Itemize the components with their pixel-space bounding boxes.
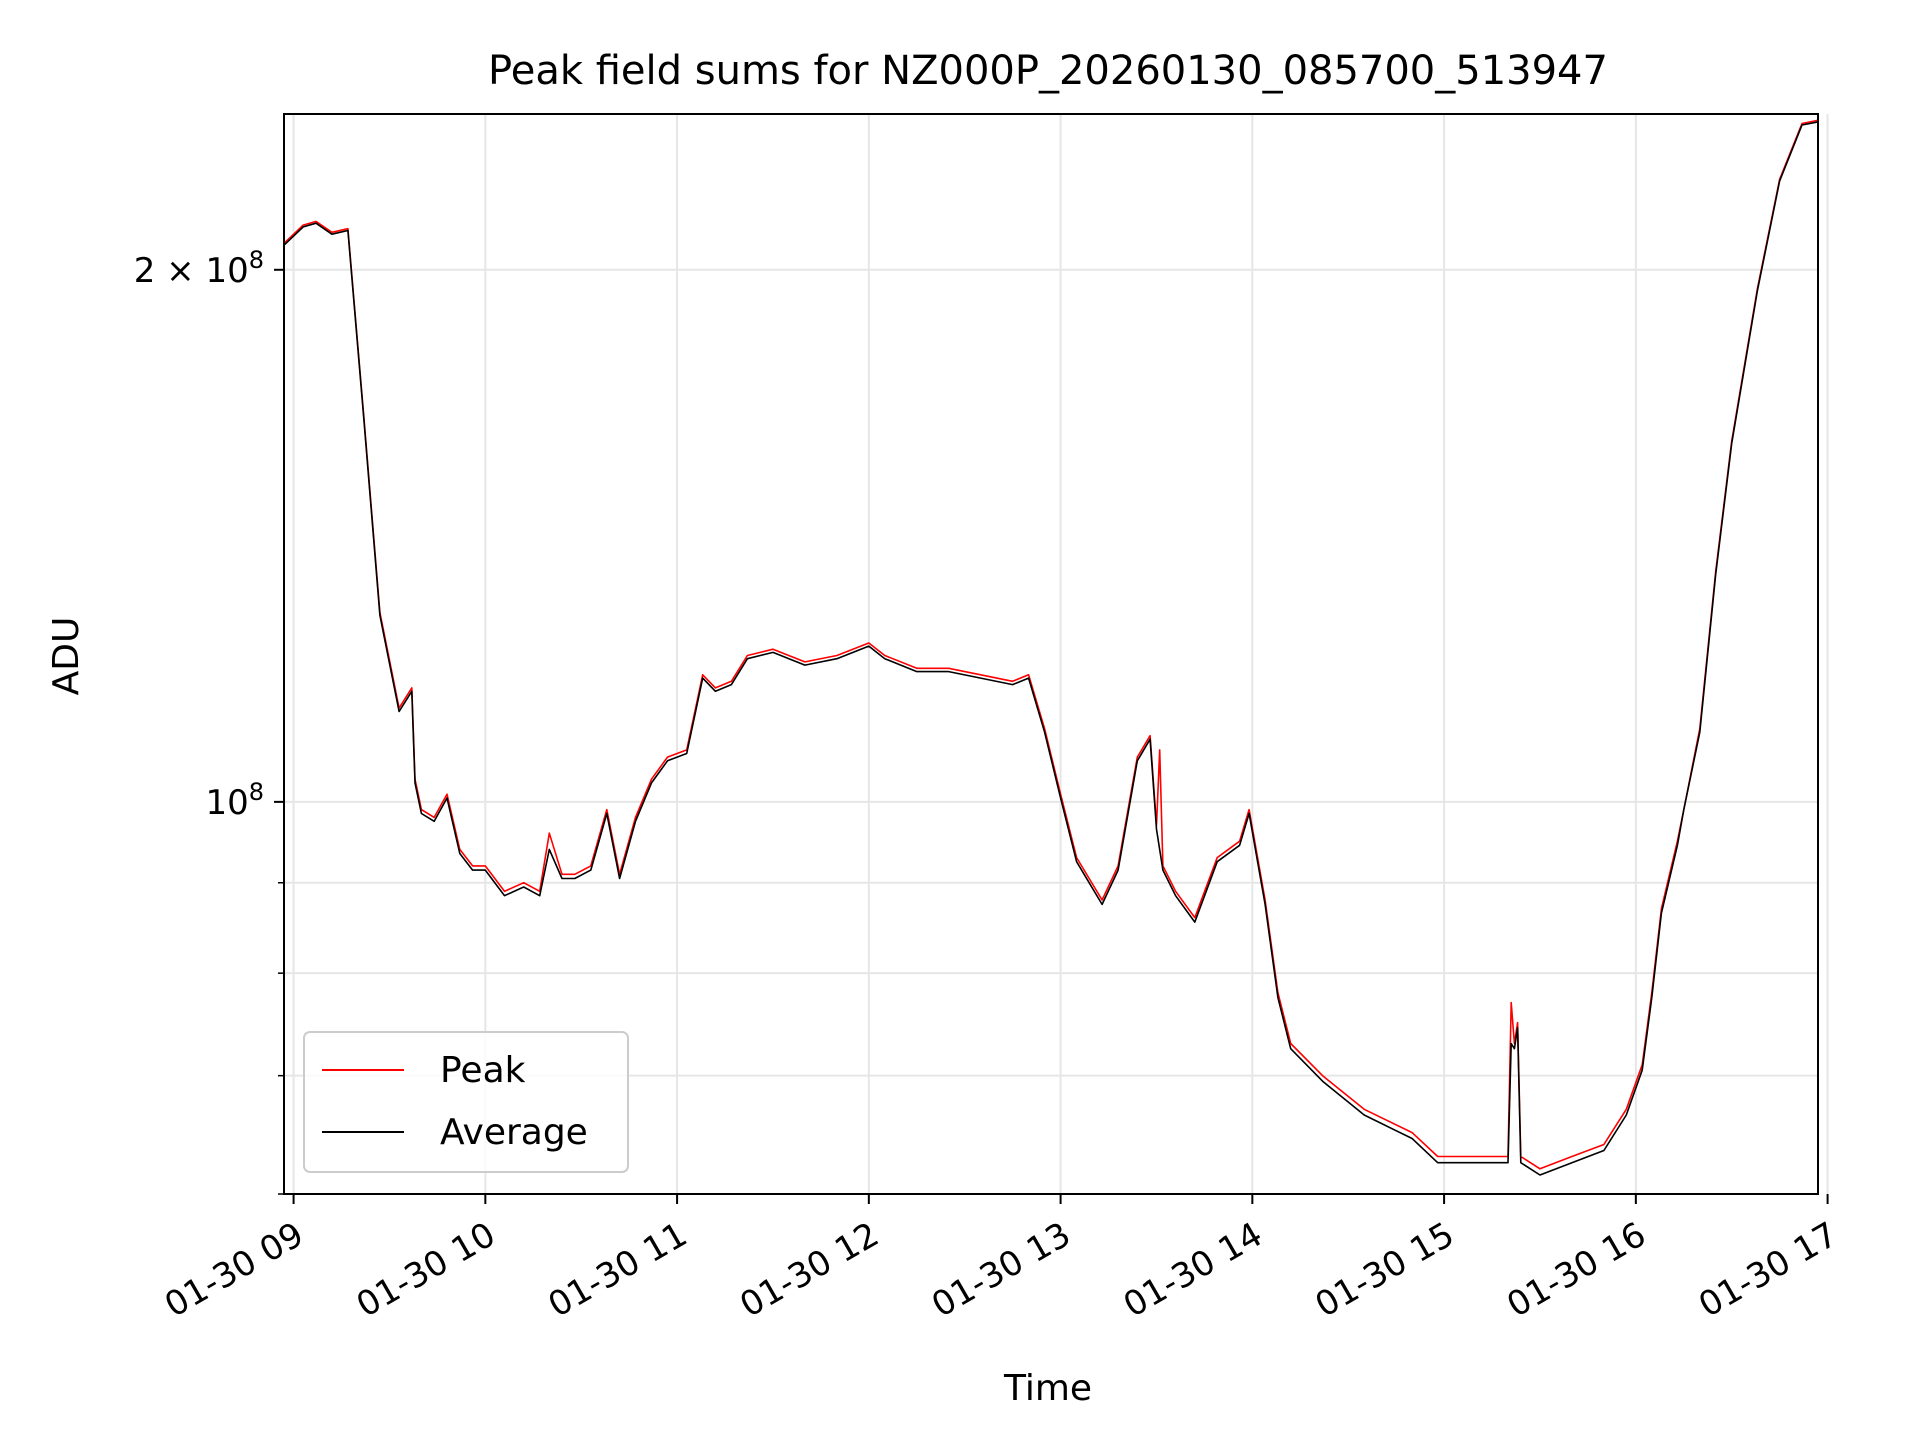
series-line-average xyxy=(284,121,1818,1176)
x-axis-label: Time xyxy=(1003,1368,1092,1409)
series-layer xyxy=(284,119,1818,1176)
y-tick-exponent: 8 xyxy=(249,778,264,806)
legend: Peak Average xyxy=(303,1031,629,1173)
y-tick-exponent: 8 xyxy=(249,246,264,274)
y-tick-mantissa: 10 xyxy=(205,783,248,823)
grid-layer xyxy=(284,114,1829,1195)
series-line-peak xyxy=(284,119,1818,1170)
y-tick-mantissa: 2 × 10 xyxy=(134,251,249,291)
legend-label-average: Average xyxy=(440,1112,588,1153)
plot-frame xyxy=(283,113,1819,1195)
y-tick-label: 108 xyxy=(205,778,264,823)
legend-label-peak: Peak xyxy=(440,1050,526,1091)
chart-title: Peak field sums for NZ000P_20260130_0857… xyxy=(488,48,1608,94)
y-axis-label: ADU xyxy=(46,617,87,696)
legend-box xyxy=(303,1031,629,1173)
y-tick-label: 2 × 108 xyxy=(134,246,264,291)
